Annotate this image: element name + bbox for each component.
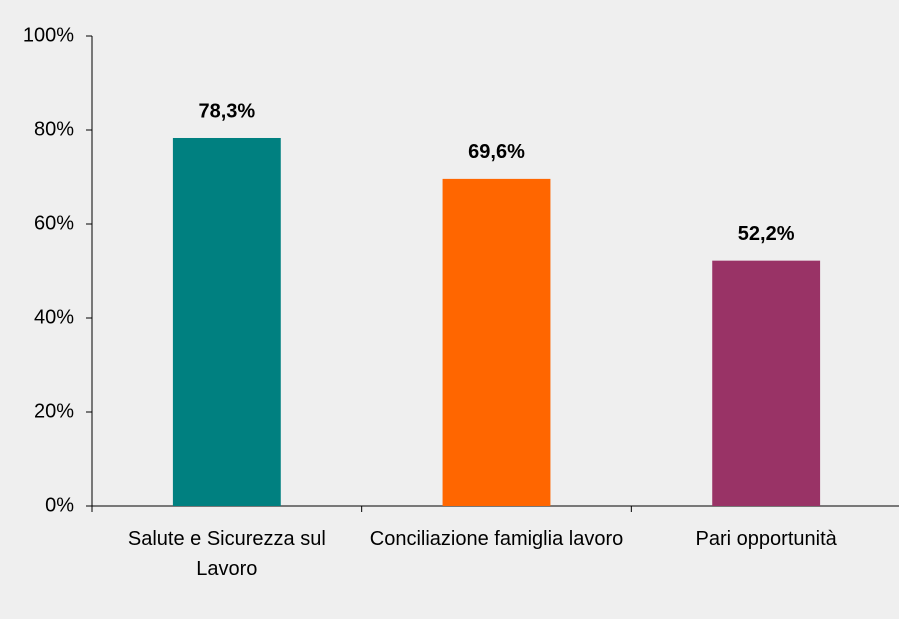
y-tick-label: 100% bbox=[23, 24, 74, 46]
y-tick-label: 40% bbox=[34, 306, 74, 328]
x-tick-label: Pari opportunità bbox=[695, 528, 837, 550]
value-label: 69,6% bbox=[468, 141, 525, 163]
y-tick-label: 60% bbox=[34, 212, 74, 234]
y-tick-label: 0% bbox=[45, 494, 74, 516]
value-label: 78,3% bbox=[198, 100, 255, 122]
y-tick-label: 20% bbox=[34, 400, 74, 422]
y-tick-label: 80% bbox=[34, 118, 74, 140]
value-label: 52,2% bbox=[738, 223, 795, 245]
x-tick-label: Conciliazione famiglia lavoro bbox=[369, 528, 624, 550]
bar bbox=[712, 260, 821, 506]
bar bbox=[172, 137, 281, 507]
x-tick-label: Salute e Sicurezza sul Lavoro bbox=[127, 528, 326, 580]
bar bbox=[442, 178, 551, 506]
